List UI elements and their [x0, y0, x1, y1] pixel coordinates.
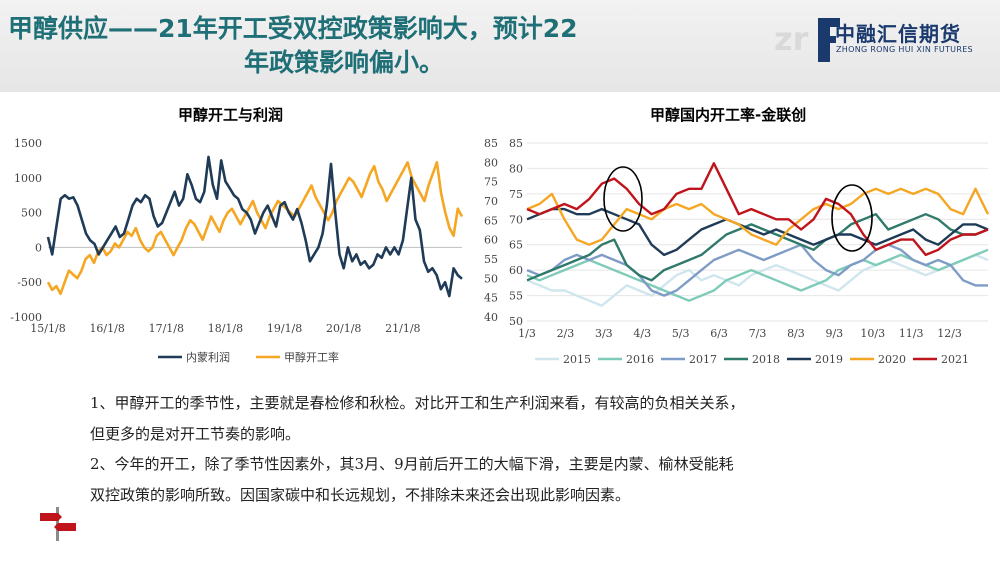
title-line-2: 年政策影响偏小。: [244, 48, 445, 77]
header-background: [0, 0, 1000, 92]
legend-label-2019: 2019: [815, 353, 843, 366]
y-tick-label: 55: [509, 290, 523, 303]
y-left-tick-label: 500: [21, 207, 42, 220]
series-line-operating-rate: [46, 160, 464, 296]
legend-label-profit: 内蒙利润: [186, 350, 230, 364]
legend-label-2015: 2015: [563, 353, 591, 366]
y-tick-label: 65: [509, 239, 523, 252]
y-left-tick-label: 0: [35, 241, 42, 254]
y-right-tick-label: 55: [484, 253, 498, 266]
y-tick-label: 75: [509, 188, 523, 201]
x-tick-label: 2/3: [557, 327, 575, 340]
x-tick-label: 3/3: [595, 327, 613, 340]
y-right-tick-label: 60: [484, 234, 498, 247]
chart-1-title: 甲醇开工与利润: [178, 106, 284, 124]
company-logo: zr: [774, 18, 840, 62]
y-tick-label: 80: [509, 162, 523, 175]
x-tick-label: 6/3: [710, 327, 728, 340]
series-line-2018: [526, 212, 989, 282]
legend-label-2016: 2016: [626, 353, 654, 366]
bullet-line-3: 2、今年的开工，除了季节性因素外，其3月、9月前后开工的大幅下滑，主要是内蒙、榆…: [90, 455, 734, 473]
x-tick-label: 11/3: [899, 327, 924, 340]
commentary: 1、甲醇开工的季节性，主要就是春检修和秋检。对比开工和生产利润来看，有较高的负相…: [90, 388, 970, 510]
legend-label-2021: 2021: [941, 353, 969, 366]
y-right-tick-label: 45: [484, 292, 498, 305]
legend-label-2018: 2018: [752, 353, 780, 366]
x-tick-label: 5/3: [672, 327, 690, 340]
highlight-circle-september: [831, 184, 873, 252]
logo-subtitle: ZHONG RONG HUI XIN FUTURES: [836, 45, 973, 54]
y-right-tick-label: 75: [484, 176, 498, 189]
series-line-2017: [526, 243, 988, 297]
x-tick-label: 12/3: [937, 327, 962, 340]
y-left-tick-label: -1000: [10, 311, 42, 324]
x-tick-label: 10/3: [860, 327, 885, 340]
chart-operating-rate-profit: 1500 1000 500 0 -500 -1000 85 80 75 70 65 60 55 50 45 4…: [10, 137, 498, 364]
logo-mark-text: zr: [774, 20, 809, 58]
y-right-tick-label: 50: [484, 272, 498, 285]
x-tick-label: 1/3: [518, 327, 536, 340]
y-tick-label: 60: [509, 264, 523, 277]
x-tick-label: 20/1/8: [326, 322, 361, 335]
x-tick-label: 17/1/8: [149, 322, 184, 335]
y-tick-label: 50: [509, 315, 523, 328]
x-tick-label: 18/1/8: [208, 322, 243, 335]
x-tick-label: 9/3: [825, 327, 843, 340]
x-tick-label: 4/3: [633, 327, 651, 340]
bullet-line-4: 双控政策的影响所致。因国家碳中和长远规划，不排除未来还会出现此影响因素。: [90, 485, 631, 504]
legend-label-rate: 甲醇开工率: [284, 350, 339, 364]
y-tick-label: 85: [509, 137, 523, 150]
x-tick-label: 19/1/8: [267, 322, 302, 335]
signpost-icon: [40, 507, 76, 541]
bullet-line-2: 但更多的是对开工节奏的影响。: [90, 424, 301, 443]
x-tick-label: 16/1/8: [89, 322, 124, 335]
y-left-tick-label: -500: [17, 276, 42, 289]
legend-label-2017: 2017: [689, 353, 717, 366]
legend-label-2020: 2020: [878, 353, 906, 366]
y-right-tick-label: 80: [484, 156, 498, 169]
y-left-tick-label: 1500: [14, 137, 42, 150]
y-right-tick-label: 70: [484, 195, 498, 208]
x-tick-label: 15/1/8: [30, 322, 65, 335]
y-left-tick-label: 1000: [14, 172, 42, 185]
series-line-2020: [526, 187, 990, 246]
y-tick-label: 70: [509, 213, 523, 226]
series-line-profit: [46, 155, 463, 298]
x-tick-label: 8/3: [787, 327, 805, 340]
y-right-tick-label: 65: [484, 214, 498, 227]
bullet-line-1: 1、甲醇开工的季节性，主要就是春检修和秋检。对比开工和生产利润来看，有较高的负相…: [90, 394, 745, 412]
x-tick-label: 21/1/8: [385, 322, 420, 335]
chart-domestic-operating-rate: 85 80 75 70 65 60 55 501/3 2/3 3/3 4/3 5/3 6/3 7/3 8/3…: [509, 137, 990, 366]
logo-name: 中融汇信期货: [835, 22, 961, 46]
series-line-2021: [526, 162, 989, 257]
page-title: 甲醇供应——21年开工受双控政策影响大，预计22 年政策影响偏小。: [8, 12, 578, 80]
title-line-1: 甲醇供应——21年开工受双控政策影响大，预计22: [8, 14, 578, 43]
highlight-circle-march: [603, 166, 643, 232]
y-right-tick-label: 40: [484, 311, 498, 324]
series-line-2019: [526, 207, 989, 257]
y-right-tick-label: 85: [484, 137, 498, 150]
x-tick-label: 7/3: [749, 327, 767, 340]
chart-2-title: 甲醇国内开工率-金联创: [650, 106, 807, 124]
